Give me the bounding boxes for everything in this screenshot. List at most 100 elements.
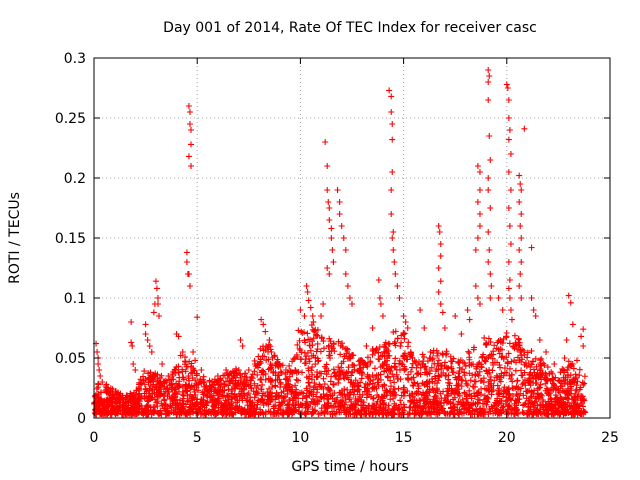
data-point	[471, 390, 478, 397]
data-point	[231, 373, 238, 379]
data-point	[484, 370, 491, 377]
data-point	[537, 406, 544, 413]
data-point	[507, 151, 514, 157]
data-point	[391, 259, 398, 265]
data-point	[168, 408, 175, 415]
data-point	[518, 367, 525, 374]
data-point	[539, 392, 546, 399]
data-point	[134, 408, 141, 415]
data-point	[520, 402, 527, 409]
data-point	[474, 235, 481, 241]
data-point	[344, 374, 351, 381]
data-point	[471, 344, 478, 351]
data-point	[95, 361, 102, 367]
data-point	[154, 403, 161, 410]
data-point	[245, 411, 252, 418]
data-point	[578, 333, 585, 340]
data-point	[384, 365, 391, 372]
data-point	[279, 362, 286, 369]
data-point	[326, 205, 333, 211]
data-point	[139, 380, 146, 386]
data-point	[537, 357, 544, 364]
data-point	[380, 395, 387, 402]
data-point	[280, 411, 287, 418]
data-point	[305, 365, 312, 372]
data-point	[362, 384, 369, 391]
data-point	[268, 349, 275, 355]
data-point	[487, 376, 494, 383]
data-point	[505, 169, 512, 175]
data-point	[314, 400, 321, 407]
data-point	[485, 175, 492, 181]
data-point	[148, 349, 155, 355]
data-point	[309, 371, 316, 378]
data-point	[148, 373, 155, 380]
data-point	[471, 378, 478, 385]
data-point	[344, 283, 351, 289]
data-point	[254, 371, 261, 378]
data-point	[153, 399, 160, 406]
data-point	[284, 402, 291, 409]
x-tick-label: 5	[193, 430, 202, 446]
data-point	[486, 352, 493, 359]
data-point	[340, 235, 347, 241]
data-point	[258, 316, 265, 323]
data-point	[293, 391, 300, 398]
data-point	[97, 389, 104, 396]
data-point	[350, 404, 357, 411]
data-point	[187, 385, 194, 392]
data-point	[218, 389, 225, 396]
data-point	[414, 370, 421, 377]
data-point	[235, 407, 242, 414]
data-point	[401, 403, 408, 410]
data-point	[503, 81, 510, 88]
data-point	[260, 321, 267, 328]
data-point	[437, 278, 444, 285]
data-point	[356, 391, 363, 398]
data-point	[374, 392, 381, 399]
data-point	[478, 377, 485, 384]
data-point	[289, 401, 296, 408]
data-point	[400, 384, 407, 391]
data-point	[266, 385, 273, 392]
data-point	[388, 187, 395, 193]
data-point	[375, 349, 382, 356]
data-point	[448, 358, 455, 365]
data-point	[516, 396, 523, 403]
data-point	[467, 402, 474, 409]
data-point	[452, 313, 459, 319]
data-point	[421, 369, 428, 376]
y-tick-label: 0.1	[64, 291, 86, 307]
data-point	[239, 343, 246, 349]
data-point	[538, 391, 545, 398]
data-point	[310, 399, 317, 406]
data-point	[314, 332, 321, 339]
data-point	[132, 367, 139, 373]
data-point	[419, 380, 426, 387]
data-point	[136, 405, 143, 412]
data-point	[185, 271, 192, 277]
data-point	[293, 351, 300, 358]
data-point	[354, 386, 361, 393]
data-point	[546, 370, 553, 377]
data-point	[328, 235, 335, 241]
data-point	[456, 408, 463, 415]
data-point	[503, 333, 510, 340]
data-point	[518, 187, 525, 193]
data-point	[534, 390, 541, 397]
data-point	[420, 405, 427, 412]
data-point	[156, 387, 163, 394]
data-point	[214, 389, 221, 396]
data-point	[259, 397, 266, 404]
data-point	[409, 390, 416, 397]
data-point	[336, 399, 343, 406]
y-axis-label: ROTI / TECUs	[7, 192, 23, 284]
data-point	[209, 396, 216, 403]
data-point	[532, 355, 539, 362]
data-point	[292, 382, 299, 389]
data-point	[476, 301, 483, 307]
data-point	[540, 360, 547, 367]
data-point	[415, 383, 422, 390]
data-point	[321, 381, 328, 388]
data-point	[430, 347, 437, 354]
